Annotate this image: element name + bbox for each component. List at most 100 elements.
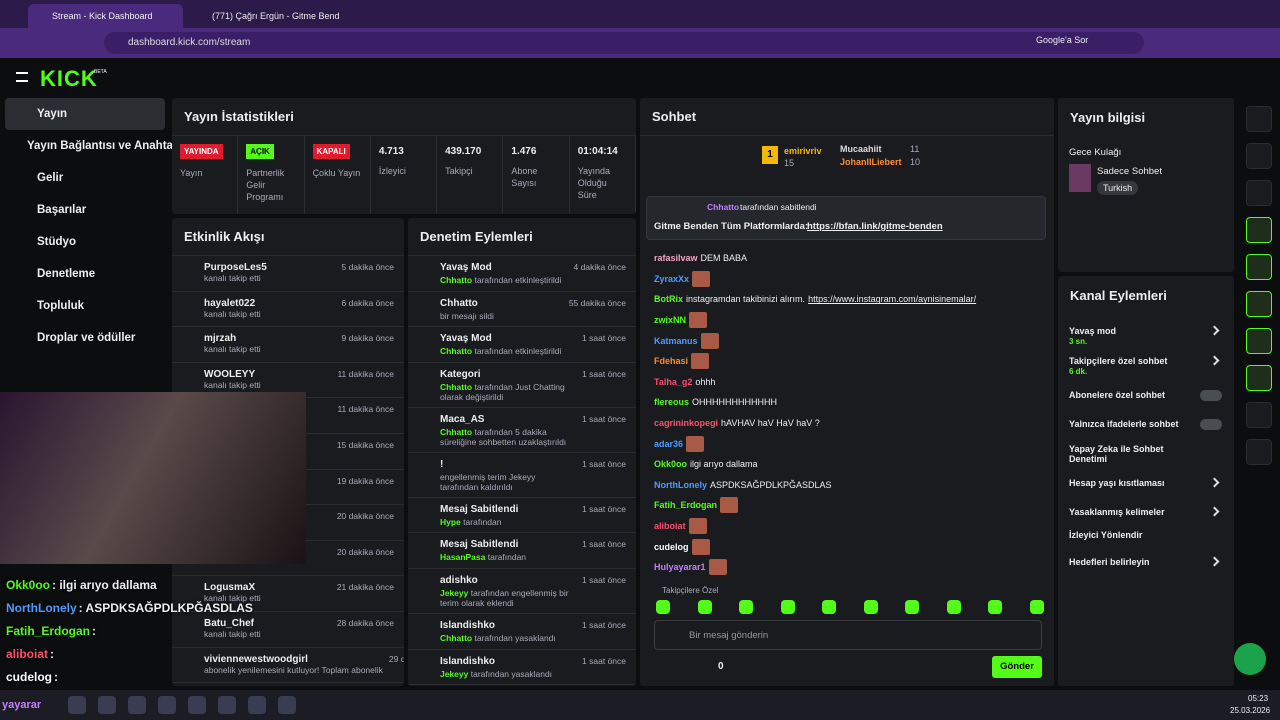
action-item[interactable]: Hedefleri belirleyin	[1069, 556, 1224, 581]
pinned-link[interactable]: https://bfan.link/gitme-benden	[807, 221, 943, 232]
taskbar-app[interactable]	[68, 696, 86, 714]
toggle[interactable]	[1200, 390, 1222, 401]
status-badge: KAPALI	[312, 144, 350, 159]
rail-button[interactable]	[1246, 254, 1272, 280]
taskbar-app[interactable]	[128, 696, 146, 714]
action-desc: Chhatto tarafından etkinleştirildi	[440, 275, 561, 285]
stat-cell: AÇIK Partnerlik Gelir Programı	[238, 136, 305, 214]
chat-user: aliboiat	[654, 521, 686, 532]
moderation-row: Maca_AS Chhatto tarafından 5 dakika sürel…	[408, 408, 636, 453]
rail-button[interactable]	[1246, 402, 1272, 428]
action-detail: bir mesajı sildi	[440, 310, 494, 321]
sidebar-item[interactable]: Yayın	[5, 98, 165, 130]
action-item[interactable]: Yavaş mod 3 sn.	[1069, 325, 1224, 350]
emote	[688, 518, 707, 535]
emote-button[interactable]	[822, 600, 836, 614]
action-label: Hesap yaşı kısıtlaması	[1069, 478, 1165, 488]
emote-button[interactable]	[780, 600, 795, 614]
rail-button[interactable]	[1246, 143, 1272, 169]
chat-message: cudelog	[654, 536, 1044, 557]
action-item[interactable]: Yalnızca ifadelerle sohbet	[1069, 419, 1224, 443]
menu-button[interactable]	[16, 72, 28, 82]
chat-user: BotRix	[654, 294, 683, 305]
action-detail: engellenmiş terim Jekeyy tarafından kald…	[440, 471, 536, 492]
taskbar-app[interactable]	[98, 696, 116, 714]
emote-button[interactable]	[863, 600, 878, 614]
emote-button[interactable]	[739, 600, 753, 614]
chat-link[interactable]: https://www.instagram.com/aynisinemalar/	[808, 294, 977, 305]
toggle[interactable]	[1200, 419, 1222, 430]
taskbar-app[interactable]	[188, 696, 206, 714]
sidebar-item[interactable]: Yayın Bağlantısı ve Anahtarı	[27, 140, 181, 152]
chat-user: Okk0oo	[654, 459, 688, 470]
sidebar-item[interactable]: Topluluk	[37, 300, 85, 312]
taskbar-app[interactable]	[278, 696, 296, 714]
taskbar-app[interactable]	[218, 696, 236, 714]
moderation-row: Mesaj Sabitlendi HasanPasa tarafından 1 sa…	[408, 533, 636, 569]
activity-time: 29 dakika önce	[388, 653, 404, 664]
chat-user: Fdehasi	[654, 356, 689, 367]
chat-message: Fatih_Erdogan	[654, 495, 1044, 516]
emote-button[interactable]	[1029, 600, 1044, 614]
activity-time: 15 dakika önce	[336, 439, 394, 450]
emote	[686, 435, 705, 452]
taskbar-app[interactable]	[158, 696, 176, 714]
chevron	[1209, 556, 1220, 567]
action-label: Yasaklanmış kelimeler	[1069, 507, 1165, 517]
rail-button[interactable]	[1246, 106, 1272, 132]
pinned-text: Gitme Benden Tüm Platformlarda:	[654, 221, 809, 232]
url-field[interactable]: dashboard.kick.com/stream	[104, 32, 1144, 54]
sidebar-item[interactable]: Droplar ve ödüller	[37, 332, 136, 344]
help-button[interactable]	[1234, 643, 1266, 675]
action-user: Jekeyy	[440, 668, 469, 679]
sidebar-item[interactable]: Denetleme	[37, 268, 96, 280]
action-title: adishko	[440, 574, 478, 586]
emote-button[interactable]	[946, 600, 961, 614]
action-label: Abonelere özel sohbet	[1069, 390, 1166, 400]
activity-desc: kanalı takip etti	[204, 593, 261, 604]
tab[interactable]: (771) Çağrı Ergün - Gitme Bend	[212, 11, 340, 21]
emote-button[interactable]	[697, 600, 712, 614]
sidebar-item[interactable]: Stüdyo	[37, 236, 76, 248]
stat-cell: KAPALI Çoklu Yayın	[305, 136, 371, 214]
tab[interactable]: Stream - Kick Dashboard	[28, 4, 183, 28]
panel-header: Denetim Eylemleri	[408, 218, 636, 256]
action-time: 4 dakika önce	[573, 262, 626, 272]
emote-button[interactable]	[905, 600, 919, 614]
action-item[interactable]: Abonelere özel sohbet	[1069, 390, 1224, 414]
activity-desc: kanalı takip etti	[204, 344, 261, 355]
rail-button[interactable]	[1246, 291, 1272, 317]
chat-user: cagrininkopegi	[654, 418, 719, 429]
activity-time: 11 dakika önce	[337, 368, 394, 379]
rail-button[interactable]	[1246, 180, 1272, 206]
moderation-text: Islandishko Chhatto tarafından yasaklandı	[420, 620, 556, 644]
action-item[interactable]: Takipçilere özel sohbet 6 dk.	[1069, 355, 1224, 380]
action-item[interactable]: Yasaklanmış kelimeler	[1069, 506, 1224, 531]
action-time: 1 saat önce	[582, 368, 626, 379]
stat-label: Abone Sayısı	[511, 166, 538, 188]
sidebar-item[interactable]: Gelir	[37, 172, 64, 184]
user-name: viviennewestwoodgirl	[204, 653, 308, 665]
ask-google[interactable]: Google'a Sor	[1036, 35, 1089, 45]
rail-button[interactable]	[1246, 217, 1272, 243]
chat-input[interactable]: Bir mesaj gönderin	[654, 620, 1042, 650]
action-item[interactable]: Yapay Zeka ile Sohbet Denetimi	[1069, 444, 1224, 468]
action-item[interactable]: Hesap yaşı kısıtlaması	[1069, 477, 1224, 502]
emote	[691, 538, 710, 555]
action-desc: Chhatto tarafından etkinleştirildi	[440, 346, 561, 356]
rail-button[interactable]	[1246, 328, 1272, 354]
sidebar-item[interactable]: Başarılar	[37, 204, 87, 216]
action-title: Maca_AS	[440, 413, 485, 425]
action-time: 55 dakika önce	[568, 297, 626, 308]
emote-button[interactable]	[656, 600, 670, 614]
moderation-row: adishko Jekeyy tarafından engellenmiş bir…	[408, 569, 636, 614]
activity-desc: abonelik yenilemesini kutluyor! Toplam a…	[204, 664, 383, 675]
send-button[interactable]: Gönder	[992, 656, 1042, 678]
rail-button[interactable]	[1246, 365, 1272, 391]
taskbar-app[interactable]	[248, 696, 266, 714]
rail-button[interactable]	[1246, 439, 1272, 465]
chat-message: ZyraxXx	[654, 269, 1044, 290]
activity-time: 20 dakika önce	[336, 511, 394, 522]
emote-button[interactable]	[988, 600, 1002, 614]
